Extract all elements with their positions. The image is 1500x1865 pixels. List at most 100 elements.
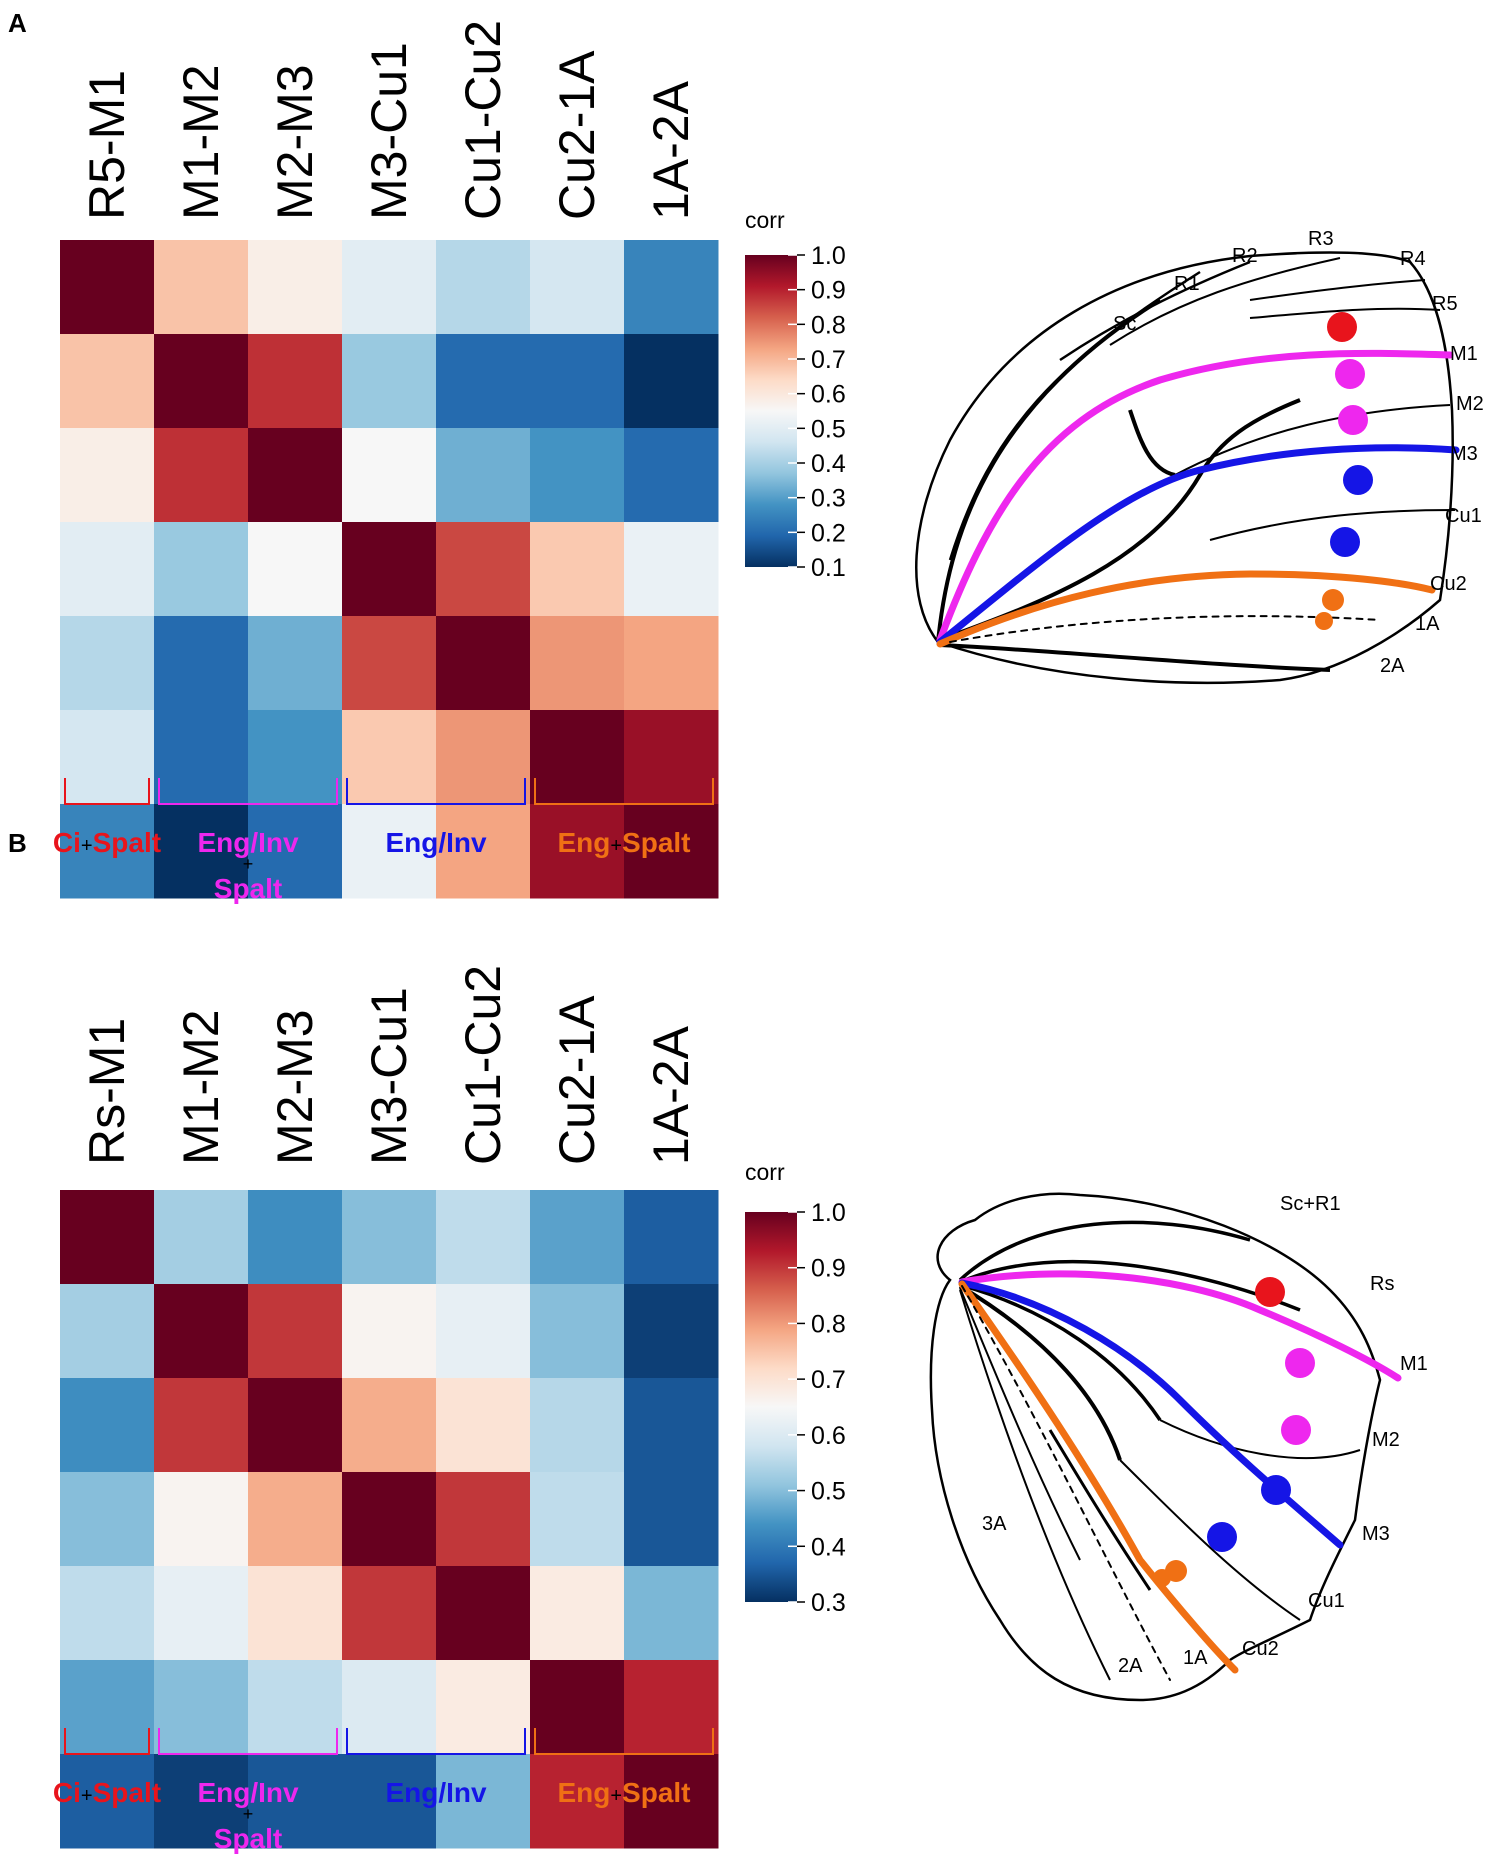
column-label: M3-Cu1 <box>361 987 417 1165</box>
heatmap-cell <box>342 616 437 711</box>
heatmap-a: R5-M1 M1-M2 M2-M3 M3-Cu1 Cu1-Cu2 Cu2-1A 1A-2A <box>60 20 719 899</box>
colorbar-b: corr 1.0 0.9 0.8 0.7 0.6 0.5 0.4 0.3 <box>745 1159 846 1617</box>
forewing-label: Sc <box>1113 313 1136 335</box>
heatmap-cell <box>60 1190 155 1285</box>
heatmap-cell <box>248 710 343 805</box>
heatmap-cell <box>342 1190 437 1285</box>
heatmap-cell <box>248 240 343 335</box>
group-label: Ci+Spalt <box>53 1777 161 1808</box>
colorbar-tick-label: 0.8 <box>811 1310 846 1338</box>
heatmap-cell <box>342 1378 437 1473</box>
hindwing-spot-blue-2 <box>1207 1522 1237 1552</box>
heatmap-cell <box>624 710 719 805</box>
forewing-label: M1 <box>1450 343 1478 365</box>
heatmap-cell <box>60 616 155 711</box>
group-label: Ci+Spalt <box>53 827 161 858</box>
hindwing-vein-2a <box>959 1289 1111 1681</box>
forewing-label: 1A <box>1415 613 1440 635</box>
heatmap-cell <box>154 616 249 711</box>
hindwing-label: M2 <box>1372 1429 1400 1451</box>
colorbar-tick-label: 0.2 <box>811 519 846 547</box>
colorbar-tick-label: 0.8 <box>811 311 846 339</box>
colorbar-title: corr <box>745 1159 785 1185</box>
heatmap-cell <box>624 616 719 711</box>
column-label: Cu1-Cu2 <box>455 965 511 1165</box>
heatmap-cell <box>342 1284 437 1379</box>
hindwing-vein-m2 <box>1159 1419 1361 1460</box>
forewing-spot-red <box>1327 312 1357 342</box>
heatmap-cell <box>436 1378 531 1473</box>
heatmap-cell <box>530 428 625 523</box>
forewing-spot-orange-1 <box>1322 589 1344 611</box>
heatmap-cell <box>436 1472 531 1567</box>
forewing-spots <box>1315 312 1373 630</box>
forewing-vein-2a <box>939 643 1331 672</box>
heatmap-cell <box>248 616 343 711</box>
colorbar-tick-label: 0.3 <box>811 1589 846 1617</box>
heatmap-cell <box>154 334 249 429</box>
hindwing-line-m1 <box>958 1270 1402 1382</box>
column-label: 1A-2A <box>643 1025 699 1165</box>
forewing-spot-orange-2 <box>1315 612 1333 630</box>
heatmap-cell <box>624 1284 719 1379</box>
column-label: Rs-M1 <box>79 1018 135 1165</box>
forewing-label: Cu1 <box>1445 505 1482 527</box>
hindwing-pattern-lines <box>958 1270 1402 1681</box>
group-label: Eng/Inv <box>197 827 299 858</box>
column-label: Cu2-1A <box>549 50 605 220</box>
heatmap-cell <box>530 1190 625 1285</box>
hindwing-labels: Sc+R1 Rs M1 M2 M3 Cu1 Cu2 3A 2A 1A <box>982 1193 1428 1677</box>
heatmap-cell <box>248 428 343 523</box>
group-label: Eng/Inv <box>197 1777 299 1808</box>
heatmap-cell <box>60 428 155 523</box>
heatmap-cell <box>154 1190 249 1285</box>
forewing-label: 2A <box>1380 655 1405 677</box>
heatmap-cell <box>60 804 155 899</box>
forewing-line-cu2 <box>936 570 1436 648</box>
heatmap-cell <box>342 1566 437 1661</box>
heatmap-cell <box>624 522 719 617</box>
heatmap-cell <box>342 1754 437 1849</box>
hindwing-spot-magenta-1 <box>1285 1348 1315 1378</box>
heatmap-cell <box>436 428 531 523</box>
hindwing-vein-sc-r1 <box>958 1220 1251 1282</box>
heatmap-cell <box>436 1284 531 1379</box>
heatmap-cell <box>248 1754 343 1849</box>
forewing-line-m1 <box>936 349 1454 644</box>
group-label-plus: + <box>243 854 254 874</box>
heatmap-cell <box>248 1472 343 1567</box>
hindwing-label: Cu2 <box>1242 1638 1279 1660</box>
panel-label-a: A <box>8 8 27 38</box>
colorbar-title: corr <box>745 207 785 233</box>
hindwing-line-m3 <box>958 1279 1344 1549</box>
heatmap-cell <box>342 522 437 617</box>
heatmap-cell <box>436 240 531 335</box>
heatmap-cell <box>624 334 719 429</box>
column-label: M2-M3 <box>267 64 323 220</box>
forewing-vein-r5 <box>1249 307 1441 319</box>
heatmap-cell <box>624 804 719 899</box>
forewing-vein-cubital <box>944 398 1301 640</box>
heatmap-cell <box>436 804 531 899</box>
panel-label-b: B <box>8 828 27 858</box>
heatmap-cell <box>624 240 719 335</box>
heatmap-cell <box>154 1472 249 1567</box>
heatmap-cell <box>60 1660 155 1755</box>
group-bracket <box>346 778 526 805</box>
heatmap-cell <box>154 428 249 523</box>
colorbar-tick-label: 0.9 <box>811 1255 846 1283</box>
heatmap-cell <box>60 334 155 429</box>
heatmap-cell <box>436 1566 531 1661</box>
forewing-diagram <box>915 251 1456 685</box>
hindwing-label: 2A <box>1118 1655 1143 1677</box>
forewing-label: Cu2 <box>1430 573 1467 595</box>
group-label: Eng/Inv <box>385 827 487 858</box>
heatmap-cell <box>342 1472 437 1567</box>
heatmap-cell <box>154 804 249 899</box>
column-label: M1-M2 <box>173 64 229 220</box>
forewing-vein-m2 <box>1174 404 1451 476</box>
group-label: Spalt <box>214 873 282 904</box>
colorbar-tick-label: 0.5 <box>811 1478 846 1506</box>
heatmap-cell <box>248 804 343 899</box>
